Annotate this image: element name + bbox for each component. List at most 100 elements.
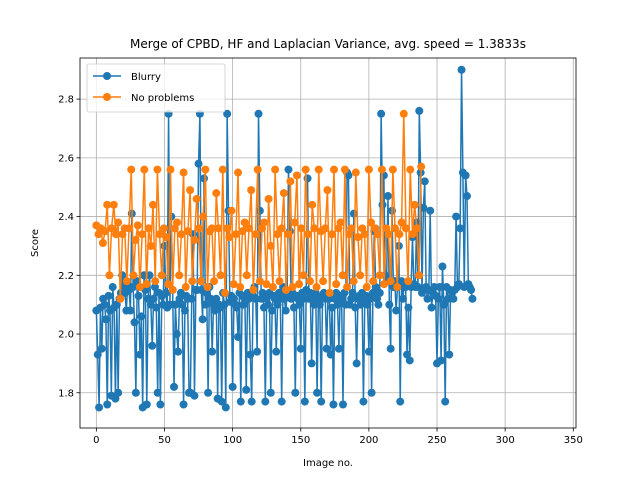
data-point-no-problems [327,230,336,239]
data-point-no-problems [262,280,271,289]
data-point-blurry [254,109,263,118]
data-point-blurry [114,388,123,397]
data-point-no-problems [393,283,402,292]
data-point-blurry [295,300,304,309]
data-point-no-problems [312,283,321,292]
x-tick-label: 100 [223,435,242,446]
data-point-blurry [149,294,158,303]
data-point-blurry [462,192,471,201]
data-point-no-problems [218,165,227,174]
data-point-no-problems [290,218,299,227]
y-axis-label: Score [30,229,41,257]
data-point-blurry [364,347,373,356]
data-point-blurry [130,318,139,327]
data-point-blurry [468,294,477,303]
data-point-no-problems [186,186,195,195]
data-point-no-problems [353,233,362,242]
data-point-blurry [313,388,322,397]
data-point-blurry [348,288,357,297]
data-point-blurry [156,400,165,409]
x-tick-label: 350 [564,435,583,446]
y-tick-label: 2.4 [58,212,74,223]
chart-title: Merge of CPBD, HF and Laplacian Variance… [130,37,526,51]
data-point-blurry [161,288,170,297]
data-point-no-problems [292,171,301,180]
data-point-no-problems [173,218,182,227]
data-point-no-problems [103,200,112,209]
data-point-blurry [247,397,256,406]
data-point-no-problems [268,283,277,292]
data-point-blurry [153,388,162,397]
data-point-no-problems [155,230,164,239]
data-point-no-problems [408,230,417,239]
data-point-blurry [217,397,226,406]
data-point-blurry [423,294,432,303]
data-point-blurry [300,397,309,406]
data-point-no-problems [114,218,123,227]
data-point-no-problems [332,280,341,289]
data-point-blurry [201,300,210,309]
data-point-blurry [131,388,140,397]
plot-frame [79,57,577,429]
data-point-blurry [95,403,104,412]
data-point-no-problems [279,189,288,198]
data-point-no-problems [223,224,232,233]
data-point-blurry [326,350,335,359]
x-tick-label: 50 [158,435,171,446]
data-point-no-problems [386,277,395,286]
data-point-blurry [148,341,157,350]
data-point-no-problems [144,224,153,233]
data-point-no-problems [364,165,373,174]
data-point-no-problems [164,280,173,289]
data-point-blurry [187,294,196,303]
data-point-blurry [179,400,188,409]
data-point-no-problems [229,280,238,289]
x-tick-label: 250 [427,435,446,446]
data-point-no-problems [166,165,175,174]
data-point-no-problems [351,168,360,177]
data-point-no-problems [244,224,253,233]
legend-blurry-marker [103,72,111,80]
legend-blurry-label: Blurry [131,72,161,83]
data-point-no-problems [277,224,286,233]
data-point-blurry [344,171,353,180]
data-point-blurry [236,397,245,406]
data-point-blurry [291,388,300,397]
data-point-no-problems [369,277,378,286]
data-point-blurry [377,109,386,118]
data-point-blurry [129,283,138,292]
data-point-no-problems [260,218,269,227]
data-point-no-problems [199,212,208,221]
series-no-problems [92,109,426,303]
data-point-blurry [253,347,262,356]
data-point-blurry [101,315,110,324]
data-point-no-problems [133,221,142,230]
data-point-no-problems [247,186,256,195]
data-point-no-problems [271,165,280,174]
data-point-blurry [223,109,232,118]
data-point-no-problems [367,218,376,227]
data-point-blurry [413,283,422,292]
data-point-no-problems [321,224,330,233]
data-point-no-problems [111,230,120,239]
data-point-blurry [100,300,109,309]
data-point-no-problems [181,283,190,292]
data-point-blurry [194,159,203,168]
x-tick-label: 0 [93,435,99,446]
data-point-no-problems [417,162,426,171]
data-point-blurry [277,397,286,406]
data-point-blurry [190,391,199,400]
data-point-no-problems [216,271,225,280]
data-point-blurry [246,350,255,359]
data-point-no-problems [299,271,308,280]
data-point-blurry [434,294,443,303]
legend: Blurry No problems [86,63,226,113]
data-point-no-problems [142,280,151,289]
data-point-no-problems [253,165,262,174]
data-point-blurry [307,359,316,368]
data-point-no-problems [395,230,404,239]
data-point-no-problems [175,271,184,280]
data-point-no-problems [306,277,315,286]
x-tick-label: 150 [291,435,310,446]
